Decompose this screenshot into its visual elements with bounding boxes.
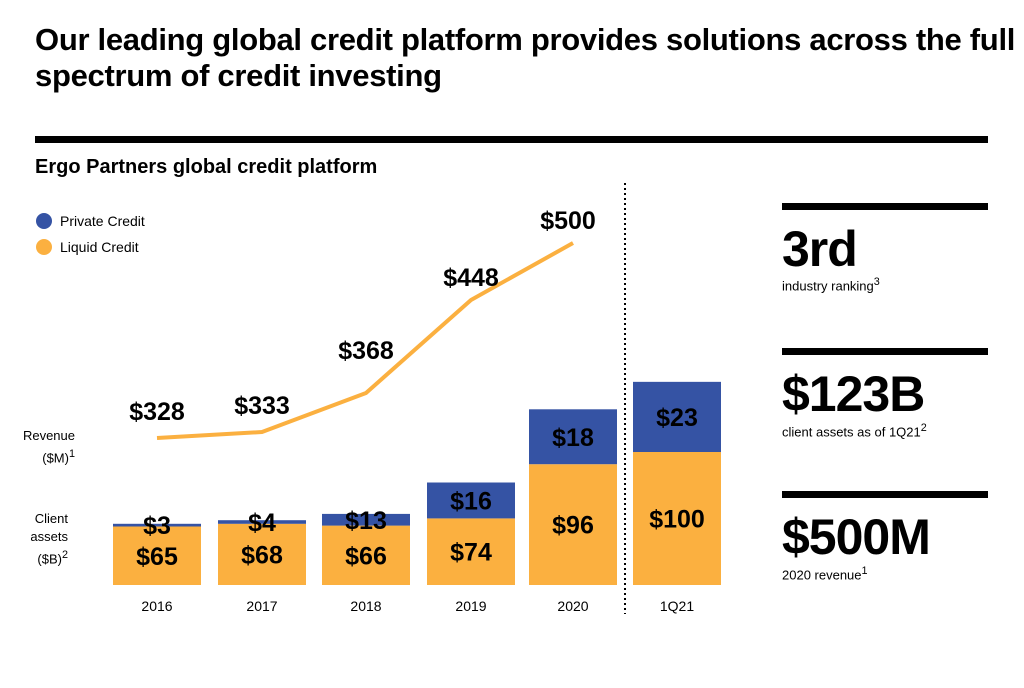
- revenue-label-text: Revenue ($M): [22, 428, 75, 466]
- chart: $65 $3 2016 $68 $4 2017 $66 $13 2018 $74 $16 2019 $9…: [113, 183, 721, 614]
- kpi-ranking-label: industry ranking3: [782, 276, 880, 293]
- revenue-line: [156, 241, 574, 440]
- x-tick-label: 2020: [557, 598, 588, 614]
- kpi-divider: [782, 491, 988, 498]
- kpi-label-text: 2020 revenue: [782, 567, 862, 583]
- bar-label-liquid: $96: [552, 512, 594, 540]
- title-divider: [35, 136, 988, 143]
- kpi-divider: [782, 348, 988, 355]
- bar-label-private: $23: [656, 404, 698, 432]
- bar-liquid-credit: [218, 523, 306, 585]
- x-tick-label: 2019: [455, 598, 486, 614]
- legend-item-liquid: Liquid Credit: [36, 239, 139, 255]
- bar-private-credit: [322, 513, 410, 526]
- assets-label-text: Client assets ($B): [30, 511, 68, 567]
- bar-liquid-credit: [322, 525, 410, 585]
- kpi-label-text: client assets as of 1Q21: [782, 424, 921, 440]
- bar-liquid-credit: [427, 518, 515, 585]
- bar-label-private: $18: [552, 424, 594, 452]
- bar-private-credit: [427, 482, 515, 519]
- revenue-label: $368: [338, 337, 394, 365]
- bar-label-private: $16: [450, 487, 492, 515]
- revenue-label: $448: [443, 264, 499, 292]
- footnote: 1: [68, 448, 75, 460]
- bar-private-credit: [218, 520, 306, 524]
- kpi-ranking-value: 3rd: [782, 221, 858, 277]
- bar-liquid-credit: [529, 464, 617, 585]
- bar-label-liquid: $100: [649, 506, 705, 534]
- kpi-assets-label: client assets as of 1Q212: [782, 422, 927, 439]
- revenue-axis-label: Revenue ($M)1: [0, 427, 75, 467]
- bar-label-private: $4: [248, 509, 276, 537]
- chart-title: Ergo Partners global credit platform: [35, 156, 378, 178]
- kpi-label-text: industry ranking: [782, 278, 874, 294]
- legend-label: Liquid Credit: [60, 239, 139, 255]
- bar-private-credit: [113, 523, 201, 527]
- liquid-credit-swatch: [36, 239, 52, 255]
- page-title: Our leading global credit platform provi…: [35, 22, 1016, 93]
- kpi-revenue-label: 2020 revenue1: [782, 565, 868, 582]
- bar-label-liquid: $68: [241, 541, 283, 569]
- bar-private-credit: [633, 381, 721, 452]
- legend-label: Private Credit: [60, 213, 145, 229]
- bar-label-liquid: $66: [345, 542, 387, 570]
- private-credit-swatch: [36, 213, 52, 229]
- revenue-label: $328: [129, 398, 185, 426]
- bar-liquid-credit: [633, 452, 721, 585]
- bar-label-liquid: $65: [136, 543, 178, 571]
- bar-label-private: $13: [345, 507, 387, 535]
- bar-liquid-credit: [113, 526, 201, 585]
- x-tick-label: 2018: [350, 598, 381, 614]
- x-tick-label: 2016: [141, 598, 172, 614]
- bar-private-credit: [529, 409, 617, 465]
- bar-label-private: $3: [143, 512, 171, 540]
- footnote: 2: [920, 422, 927, 434]
- footnote: 3: [873, 276, 880, 288]
- kpi-revenue-value: $500M: [782, 509, 931, 565]
- footnote: 2: [61, 549, 68, 561]
- assets-axis-label: Client assets ($B)2: [0, 510, 68, 568]
- x-tick-label: 2017: [246, 598, 277, 614]
- legend-item-private: Private Credit: [36, 213, 145, 229]
- revenue-label: $333: [234, 392, 290, 420]
- revenue-label: $500: [540, 207, 596, 235]
- kpi-divider: [782, 203, 988, 210]
- x-tick-label: 1Q21: [660, 598, 694, 614]
- bar-label-liquid: $74: [450, 539, 492, 567]
- kpi-assets-value: $123B: [782, 366, 925, 422]
- footnote: 1: [861, 565, 868, 577]
